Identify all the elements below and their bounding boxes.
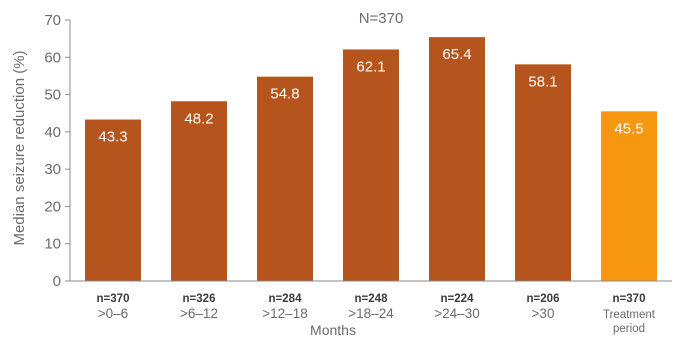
category-n-label: n=284: [269, 293, 303, 305]
category-range-label: Treatment: [603, 309, 656, 321]
bar-value-label: 54.8: [270, 86, 299, 103]
bar-value-label: 45.5: [614, 120, 643, 137]
bar: [171, 101, 227, 281]
category-n-label: n=370: [613, 293, 646, 305]
category-range-label: >12–18: [262, 306, 307, 321]
category-range-label: >0–6: [98, 306, 128, 321]
bar-value-label: 43.3: [98, 129, 127, 146]
y-tick-label: 30: [44, 161, 61, 178]
chart-title: N=370: [359, 10, 404, 27]
x-axis-label: Months: [310, 322, 356, 338]
category-n-label: n=224: [441, 293, 475, 305]
y-axis: 0 10 20 30 40 50 60 70: [44, 12, 71, 290]
category-range-label: >6–12: [180, 306, 218, 321]
category-n-label: n=206: [527, 293, 560, 305]
bar: [257, 76, 313, 281]
y-tick-label: 70: [44, 12, 61, 29]
bar: [515, 64, 571, 282]
bar-value-label: 65.4: [442, 46, 471, 63]
bar: [85, 119, 141, 281]
bar: [601, 111, 657, 281]
y-tick-label: 60: [44, 49, 61, 66]
y-tick-label: 0: [53, 273, 61, 290]
y-axis-label: Median seizure reduction (%): [11, 50, 28, 245]
bars: 43.3 48.2 54.8 62.1 65.4 58.1 45.5: [70, 37, 672, 282]
category-range-label: >30: [532, 306, 555, 321]
category-n-label: n=326: [183, 293, 216, 305]
bar: [429, 37, 485, 281]
y-tick-label: 10: [44, 236, 61, 253]
bar: [343, 49, 399, 281]
category-n-label: n=370: [97, 293, 130, 305]
category-n-label: n=248: [355, 293, 389, 305]
bar-value-label: 48.2: [184, 110, 213, 127]
bar-value-label: 58.1: [528, 73, 557, 90]
y-tick-label: 40: [44, 124, 61, 141]
category-range-label: >24–30: [434, 306, 479, 321]
category-range-label: period: [613, 323, 645, 335]
y-tick-label: 20: [44, 198, 61, 215]
category-range-label: >18–24: [348, 306, 394, 321]
bar-value-label: 62.1: [356, 58, 385, 75]
y-tick-label: 50: [44, 87, 61, 104]
x-axis-categories: n=370>0–6n=326>6–12n=284>12–18n=248>18–2…: [97, 293, 656, 335]
